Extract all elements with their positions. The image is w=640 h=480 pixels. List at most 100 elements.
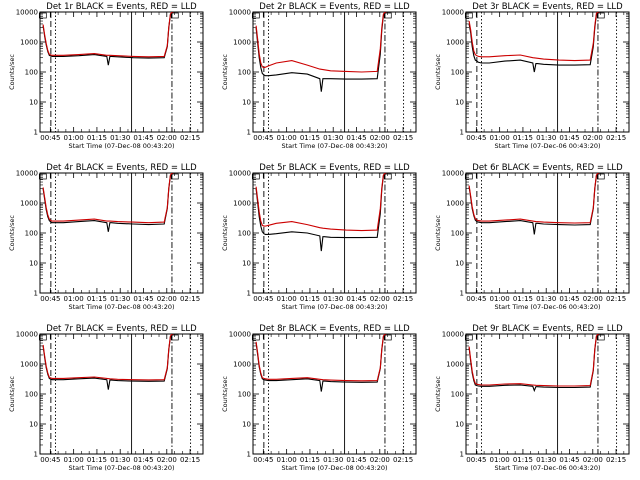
y-tick-label: 1000: [20, 361, 38, 369]
series-events-line: [42, 334, 174, 390]
x-tick-label: 00:45: [40, 295, 60, 303]
x-tick-label: 00:45: [466, 134, 486, 142]
series-lld-line: [42, 173, 174, 224]
x-axis-label: Start Time (07-Dec-06 00:43:20): [494, 303, 600, 311]
plot-frame: [252, 11, 417, 133]
y-tick-label: 1000: [20, 200, 38, 208]
x-tick-label: 01:00: [64, 456, 84, 464]
marker-left: [251, 173, 260, 180]
series-lld-line: [255, 12, 387, 73]
x-tick-label: 01:30: [323, 295, 343, 303]
marker-left: [251, 12, 260, 19]
y-tick-label: 100: [25, 69, 38, 77]
marker-right: [170, 173, 179, 180]
y-tick-label: 1: [460, 129, 464, 137]
y-axis-label: Counts/sec: [434, 376, 442, 412]
x-tick-label: 01:30: [323, 456, 343, 464]
marker-right: [383, 173, 392, 180]
x-tick-label: 02:00: [583, 295, 603, 303]
series-events-line: [468, 334, 600, 393]
panel-2: Det 2r BLACK = Events, RED = LLD 1 10 100 10…: [221, 2, 417, 150]
plot-frame: [252, 333, 417, 455]
x-tick-label: 01:15: [300, 456, 320, 464]
series-lld-line: [42, 334, 174, 381]
chart-title: Det 1r BLACK = Events, RED = LLD: [46, 2, 197, 12]
x-tick-label: 01:45: [346, 134, 366, 142]
y-tick-label: 1000: [446, 200, 464, 208]
panel-1: Det 1r BLACK = Events, RED = LLD 1 10 100 10…: [8, 2, 204, 150]
marker-right: [596, 334, 605, 341]
y-tick-label: 10: [242, 99, 251, 107]
x-tick-label: 01:45: [559, 295, 579, 303]
x-tick-label: 02:00: [157, 456, 177, 464]
y-tick-label: 10000: [16, 170, 38, 178]
y-tick-label: 1000: [233, 39, 251, 47]
x-tick-label: 02:15: [180, 456, 200, 464]
y-tick-label: 100: [25, 391, 38, 399]
panel-4: Det 4r BLACK = Events, RED = LLD 1 10 100 10…: [8, 163, 204, 311]
series-lld-line: [255, 173, 387, 232]
x-tick-label: 00:45: [466, 456, 486, 464]
y-axis-label: Counts/sec: [221, 54, 229, 90]
series-events-line: [42, 173, 174, 232]
plot-frame: [465, 11, 630, 133]
x-tick-label: 01:30: [536, 456, 556, 464]
y-tick-label: 10000: [229, 331, 251, 339]
chart-title: Det 9r BLACK = Events, RED = LLD: [472, 324, 623, 334]
marker-left: [251, 334, 260, 341]
x-tick-label: 02:15: [393, 295, 413, 303]
y-tick-label: 1: [460, 451, 464, 459]
marker-right: [383, 12, 392, 19]
y-tick-label: 10000: [16, 9, 38, 17]
chart-title: Det 6r BLACK = Events, RED = LLD: [472, 163, 623, 173]
x-tick-label: 02:15: [180, 134, 200, 142]
x-tick-label: 02:00: [583, 134, 603, 142]
panel-3: Det 3r BLACK = Events, RED = LLD 1 10 100 10…: [434, 2, 630, 150]
y-tick-label: 100: [25, 230, 38, 238]
series-events-line: [255, 173, 387, 252]
x-tick-label: 01:00: [277, 295, 297, 303]
panel-6: Det 6r BLACK = Events, RED = LLD 1 10 100 10…: [434, 163, 630, 311]
plot-frame: [39, 172, 204, 294]
y-tick-label: 1000: [233, 361, 251, 369]
x-axis-label: Start Time (07-Dec-06 00:43:20): [494, 464, 600, 472]
x-tick-label: 02:15: [606, 295, 626, 303]
x-tick-label: 01:15: [513, 295, 533, 303]
x-tick-label: 02:15: [393, 456, 413, 464]
x-axis-label: Start Time (07-Dec-08 00:43:20): [281, 303, 387, 311]
series-events-line: [468, 173, 600, 235]
x-tick-label: 00:45: [40, 134, 60, 142]
y-tick-label: 1: [247, 451, 251, 459]
marker-right: [170, 334, 179, 341]
y-axis-label: Counts/sec: [8, 376, 16, 412]
y-axis-label: Counts/sec: [8, 215, 16, 251]
marker-left: [38, 173, 47, 180]
plot-frame: [39, 333, 204, 455]
x-tick-label: 01:15: [300, 134, 320, 142]
x-tick-label: 02:00: [370, 456, 390, 464]
x-tick-label: 01:15: [513, 134, 533, 142]
y-tick-label: 1: [247, 290, 251, 298]
plot-frame: [252, 172, 417, 294]
y-tick-label: 1: [247, 129, 251, 137]
x-axis-label: Start Time (07-Dec-08 00:43:20): [281, 142, 387, 150]
x-tick-label: 01:30: [110, 295, 130, 303]
y-tick-label: 1000: [20, 39, 38, 47]
y-tick-label: 10: [455, 260, 464, 268]
x-tick-label: 01:45: [346, 295, 366, 303]
series-events-line: [42, 12, 174, 66]
plot-frame: [465, 333, 630, 455]
y-tick-label: 10000: [16, 331, 38, 339]
y-axis-label: Counts/sec: [434, 215, 442, 251]
y-tick-label: 100: [451, 230, 464, 238]
series-events-line: [255, 334, 387, 392]
x-tick-label: 01:00: [490, 456, 510, 464]
x-tick-label: 02:00: [157, 134, 177, 142]
y-tick-label: 100: [451, 69, 464, 77]
chart-title: Det 5r BLACK = Events, RED = LLD: [259, 163, 410, 173]
x-axis-label: Start Time (07-Dec-08 00:43:20): [281, 464, 387, 472]
x-tick-label: 01:45: [559, 456, 579, 464]
marker-right: [383, 334, 392, 341]
y-tick-label: 100: [451, 391, 464, 399]
y-tick-label: 1: [34, 129, 38, 137]
